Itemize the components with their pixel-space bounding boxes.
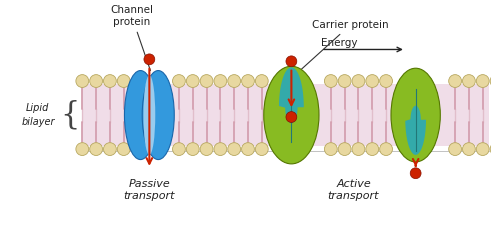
Circle shape xyxy=(104,75,116,87)
Text: Channel
protein: Channel protein xyxy=(110,5,153,71)
Circle shape xyxy=(228,75,241,87)
Circle shape xyxy=(117,75,130,87)
Circle shape xyxy=(366,143,379,155)
Circle shape xyxy=(186,143,199,155)
Circle shape xyxy=(325,143,337,155)
Circle shape xyxy=(490,75,494,87)
Circle shape xyxy=(352,75,365,87)
Circle shape xyxy=(286,56,297,67)
Circle shape xyxy=(172,143,185,155)
Circle shape xyxy=(117,143,130,155)
Text: Passive
transport: Passive transport xyxy=(124,179,175,201)
Circle shape xyxy=(476,75,489,87)
Ellipse shape xyxy=(142,71,174,160)
Circle shape xyxy=(380,75,392,87)
Circle shape xyxy=(325,75,337,87)
Circle shape xyxy=(200,143,213,155)
Ellipse shape xyxy=(264,66,319,164)
Circle shape xyxy=(286,112,297,122)
Circle shape xyxy=(462,143,475,155)
Circle shape xyxy=(90,75,103,87)
Circle shape xyxy=(242,143,254,155)
Circle shape xyxy=(338,143,351,155)
Ellipse shape xyxy=(143,75,155,155)
Text: Energy: Energy xyxy=(321,39,358,49)
Text: Active
transport: Active transport xyxy=(328,179,379,201)
Circle shape xyxy=(76,143,89,155)
Circle shape xyxy=(449,75,461,87)
Circle shape xyxy=(490,143,494,155)
Text: {: { xyxy=(60,100,79,131)
Circle shape xyxy=(449,143,461,155)
Circle shape xyxy=(366,75,379,87)
Circle shape xyxy=(90,143,103,155)
Circle shape xyxy=(214,75,227,87)
Polygon shape xyxy=(279,67,304,123)
Circle shape xyxy=(200,75,213,87)
Circle shape xyxy=(255,143,268,155)
Circle shape xyxy=(462,75,475,87)
Circle shape xyxy=(144,54,155,65)
Circle shape xyxy=(76,75,89,87)
Ellipse shape xyxy=(391,68,440,162)
Circle shape xyxy=(380,143,392,155)
Circle shape xyxy=(104,143,116,155)
Ellipse shape xyxy=(124,71,157,160)
Circle shape xyxy=(255,75,268,87)
Circle shape xyxy=(476,143,489,155)
Polygon shape xyxy=(405,106,426,155)
Circle shape xyxy=(338,75,351,87)
Circle shape xyxy=(228,143,241,155)
Circle shape xyxy=(352,143,365,155)
Circle shape xyxy=(410,168,421,179)
Circle shape xyxy=(186,75,199,87)
Circle shape xyxy=(214,143,227,155)
Circle shape xyxy=(172,75,185,87)
Text: Carrier protein: Carrier protein xyxy=(301,20,389,69)
FancyBboxPatch shape xyxy=(82,84,489,146)
Circle shape xyxy=(242,75,254,87)
Text: Lipid
bilayer: Lipid bilayer xyxy=(21,104,55,127)
